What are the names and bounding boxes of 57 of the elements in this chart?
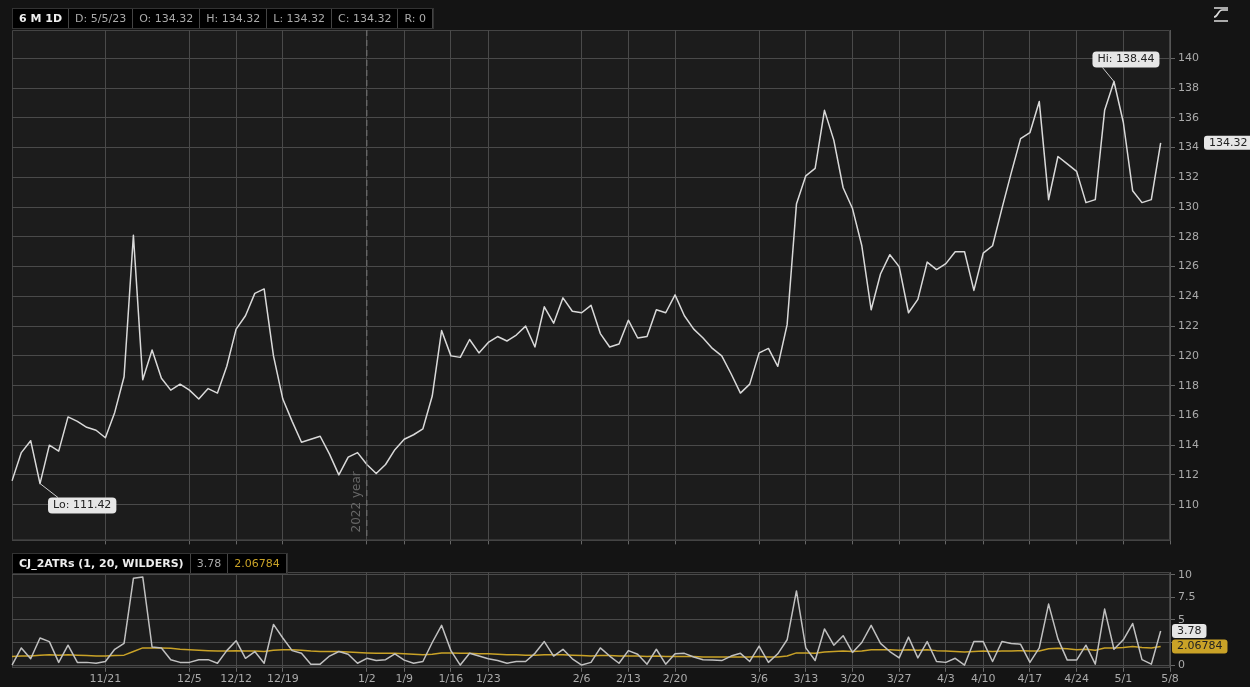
- x-tick-label: 3/27: [886, 672, 912, 686]
- y-tick-label: 132: [1178, 170, 1199, 184]
- x-tick-label: 1/2: [358, 672, 376, 686]
- x-tick-label: 12/12: [220, 672, 252, 686]
- text: H: 134.32: [200, 9, 268, 28]
- text: 3.78: [1177, 623, 1202, 637]
- y-tick-label: 138: [1178, 80, 1199, 94]
- text: 2.06784: [228, 554, 287, 573]
- x-tick-label: 12/19: [266, 672, 299, 686]
- x-tick-label: 11/21: [89, 672, 122, 686]
- x-tick-label: 2/6: [572, 672, 591, 686]
- x-tick-label: 5/8: [1161, 672, 1179, 686]
- chart-title: 6 M 1D: [13, 9, 70, 28]
- x-tick-label: 2/20: [662, 672, 688, 686]
- x-tick-label: 4/24: [1064, 672, 1089, 686]
- x-tick-label: 5/1: [1114, 672, 1133, 686]
- x-tick-label: 3/6: [750, 672, 768, 686]
- annotation: Lo: 111.42: [53, 498, 112, 512]
- x-tick-label: 4/10: [970, 672, 996, 686]
- y-tick-label: 116: [1178, 408, 1199, 422]
- chart-title: CJ_2ATRs (1, 20, WILDERS): [13, 554, 191, 573]
- x-tick-label: 1/16: [438, 672, 464, 686]
- x-tick-label: 4/17: [1017, 672, 1043, 686]
- y-tick-label: 0: [1178, 657, 1185, 671]
- text: 134.32: [1209, 135, 1248, 149]
- text: L: 134.32: [267, 9, 333, 28]
- y-tick-label: 120: [1178, 348, 1199, 362]
- text: 2.06784: [1177, 639, 1223, 653]
- y-tick-label: 136: [1178, 110, 1199, 124]
- y-tick-label: 134: [1178, 140, 1199, 154]
- x-tick-label: 12/5: [177, 672, 202, 686]
- y-tick-label: 114: [1178, 438, 1199, 452]
- x-tick-label: 3/13: [793, 672, 819, 686]
- y-tick-label: 110: [1178, 497, 1199, 511]
- text: 3.78: [190, 554, 229, 573]
- y-tick-label: 130: [1178, 199, 1199, 213]
- y-tick-label: 112: [1178, 467, 1199, 481]
- x-tick-label: 1/9: [395, 672, 414, 686]
- x-tick-label: 2/13: [616, 672, 641, 686]
- y-tick-label: 7.5: [1178, 590, 1196, 604]
- y-tick-label: 10: [1178, 567, 1192, 581]
- ref-line-label: 2022 year: [349, 471, 363, 533]
- y-tick-label: 118: [1178, 378, 1199, 392]
- text: C: 134.32: [332, 9, 399, 28]
- x-tick-label: 1/23: [475, 672, 501, 686]
- y-tick-label: 5: [1178, 612, 1185, 626]
- text: O: 134.32: [133, 9, 201, 28]
- y-tick-label: 124: [1178, 289, 1199, 303]
- y-tick-label: 122: [1178, 318, 1199, 332]
- text: D: 5/5/23: [69, 9, 134, 28]
- y-tick-label: 126: [1178, 259, 1199, 273]
- text: R: 0: [398, 9, 433, 28]
- x-tick-label: 3/20: [840, 672, 865, 686]
- x-tick-label: 4/3: [937, 672, 955, 686]
- y-tick-label: 140: [1178, 51, 1199, 65]
- annotation: Hi: 138.44: [1097, 52, 1155, 66]
- y-tick-label: 128: [1178, 229, 1199, 243]
